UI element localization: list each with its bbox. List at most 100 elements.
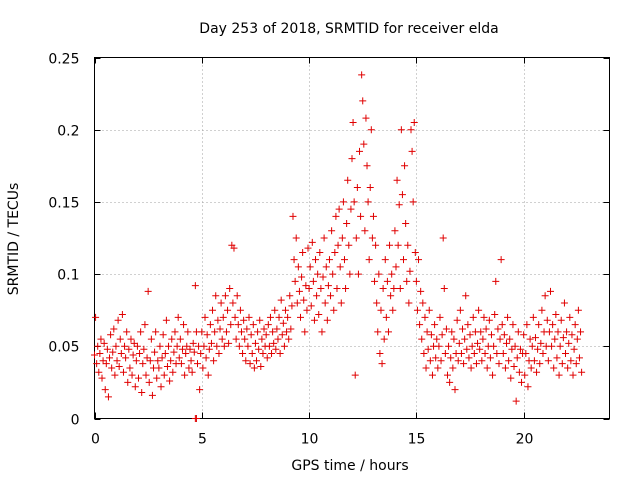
data-point (139, 360, 147, 368)
data-point (106, 354, 114, 362)
x-tick-label: 0 (91, 432, 100, 448)
data-point (546, 287, 554, 295)
data-point (507, 374, 515, 382)
data-point (253, 357, 261, 365)
x-tick-label: 15 (408, 432, 426, 448)
data-point (165, 342, 173, 350)
data-point (383, 277, 391, 285)
data-point (306, 263, 314, 271)
data-point (400, 256, 407, 264)
data-point (199, 364, 207, 372)
data-point (491, 311, 499, 319)
data-point (263, 354, 271, 362)
data-point (214, 316, 222, 324)
data-point (419, 299, 427, 307)
data-point (375, 270, 383, 278)
data-point (250, 364, 258, 372)
data-point (467, 364, 475, 372)
data-point (212, 292, 220, 300)
data-point (244, 342, 252, 350)
data-point (93, 360, 101, 368)
data-point (143, 354, 151, 362)
data-point (411, 248, 419, 256)
data-point (157, 383, 165, 391)
data-point (292, 234, 300, 242)
data-point (178, 345, 186, 353)
data-point (235, 342, 243, 350)
data-point (369, 212, 377, 220)
data-point (278, 331, 286, 339)
data-point (314, 270, 322, 278)
data-point (348, 155, 356, 163)
data-point (276, 350, 284, 358)
data-point (286, 292, 294, 300)
data-point (359, 97, 367, 105)
data-point (144, 287, 152, 295)
data-point (391, 227, 399, 235)
data-point (168, 335, 176, 343)
data-point (185, 364, 193, 372)
data-point (246, 360, 254, 368)
data-point (213, 342, 221, 350)
data-point (415, 256, 423, 264)
data-point (360, 140, 368, 148)
data-point (345, 241, 353, 249)
data-point (95, 368, 103, 376)
data-point (151, 348, 159, 356)
data-point (506, 335, 514, 343)
data-point (109, 348, 117, 356)
data-point (272, 345, 280, 353)
data-point (416, 321, 424, 329)
data-point (487, 331, 495, 339)
data-point (448, 328, 456, 336)
data-point (575, 354, 583, 362)
data-point (495, 360, 503, 368)
data-point (175, 354, 183, 362)
data-point (180, 321, 188, 329)
data-point (556, 342, 564, 350)
y-tick-label: 0.2 (57, 124, 79, 140)
data-point (521, 371, 529, 379)
data-point (417, 287, 425, 295)
data-point (346, 270, 354, 278)
data-point (249, 321, 257, 329)
data-point (136, 350, 144, 358)
data-point (277, 296, 285, 304)
data-point (407, 126, 415, 134)
data-point (181, 371, 189, 379)
data-point (290, 256, 298, 264)
x-tick-label: 20 (516, 432, 534, 448)
data-point (140, 345, 148, 353)
data-point (442, 325, 450, 333)
data-point (265, 342, 273, 350)
data-point (548, 342, 556, 350)
data-point (271, 306, 279, 314)
data-point (526, 335, 534, 343)
data-point (177, 360, 185, 368)
data-point (209, 306, 217, 314)
data-point (483, 364, 491, 372)
data-point (494, 325, 502, 333)
data-point (571, 321, 579, 329)
data-point (559, 334, 567, 342)
data-point (133, 342, 141, 350)
data-point (319, 273, 327, 281)
data-point (156, 342, 164, 350)
data-point (373, 299, 381, 307)
data-point (424, 345, 432, 353)
data-point (420, 350, 428, 358)
data-point (515, 368, 523, 376)
data-point (204, 371, 212, 379)
data-point (380, 335, 388, 343)
data-point (371, 277, 379, 285)
data-point (356, 147, 364, 155)
data-point (543, 316, 551, 324)
data-point (426, 357, 434, 365)
data-point (154, 357, 162, 365)
data-point (377, 306, 385, 314)
data-point (294, 263, 302, 271)
data-point (153, 374, 161, 382)
data-point (330, 306, 338, 314)
data-point (313, 292, 321, 300)
data-point (527, 364, 535, 372)
